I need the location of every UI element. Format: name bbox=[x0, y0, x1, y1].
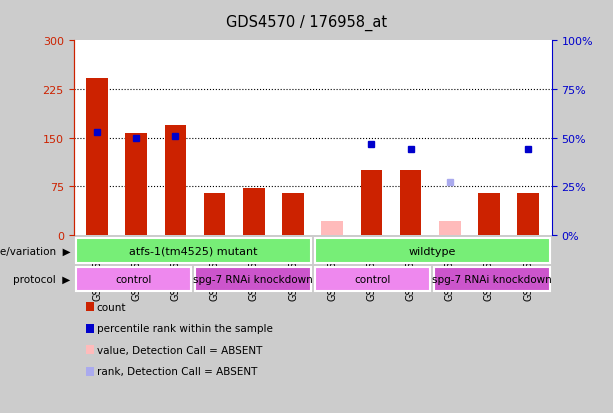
Text: GDS4570 / 176958_at: GDS4570 / 176958_at bbox=[226, 14, 387, 31]
Bar bbox=[400, 171, 421, 235]
Bar bbox=[165, 126, 186, 235]
Text: spg-7 RNAi knockdown: spg-7 RNAi knockdown bbox=[432, 274, 552, 285]
Bar bbox=[478, 193, 500, 235]
Bar bbox=[439, 221, 460, 235]
Bar bbox=[243, 188, 265, 235]
Text: control: control bbox=[115, 274, 151, 285]
Text: count: count bbox=[97, 302, 126, 312]
Text: genotype/variation  ▶: genotype/variation ▶ bbox=[0, 246, 70, 256]
Bar bbox=[126, 133, 147, 235]
Bar bbox=[75, 267, 191, 292]
Text: protocol  ▶: protocol ▶ bbox=[13, 274, 70, 285]
Bar bbox=[360, 171, 382, 235]
Bar bbox=[282, 193, 304, 235]
Text: value, Detection Call = ABSENT: value, Detection Call = ABSENT bbox=[97, 345, 262, 355]
Text: wildtype: wildtype bbox=[408, 246, 456, 256]
Bar bbox=[314, 239, 550, 263]
Text: percentile rank within the sample: percentile rank within the sample bbox=[97, 323, 273, 333]
Bar bbox=[204, 193, 226, 235]
Text: rank, Detection Call = ABSENT: rank, Detection Call = ABSENT bbox=[97, 366, 257, 376]
Text: spg-7 RNAi knockdown: spg-7 RNAi knockdown bbox=[193, 274, 313, 285]
Text: atfs-1(tm4525) mutant: atfs-1(tm4525) mutant bbox=[129, 246, 257, 256]
Bar bbox=[86, 79, 108, 235]
Bar bbox=[517, 193, 539, 235]
Bar bbox=[75, 239, 311, 263]
Bar bbox=[434, 267, 550, 292]
Bar bbox=[321, 221, 343, 235]
Text: control: control bbox=[354, 274, 390, 285]
Bar bbox=[314, 267, 430, 292]
Bar bbox=[195, 267, 311, 292]
